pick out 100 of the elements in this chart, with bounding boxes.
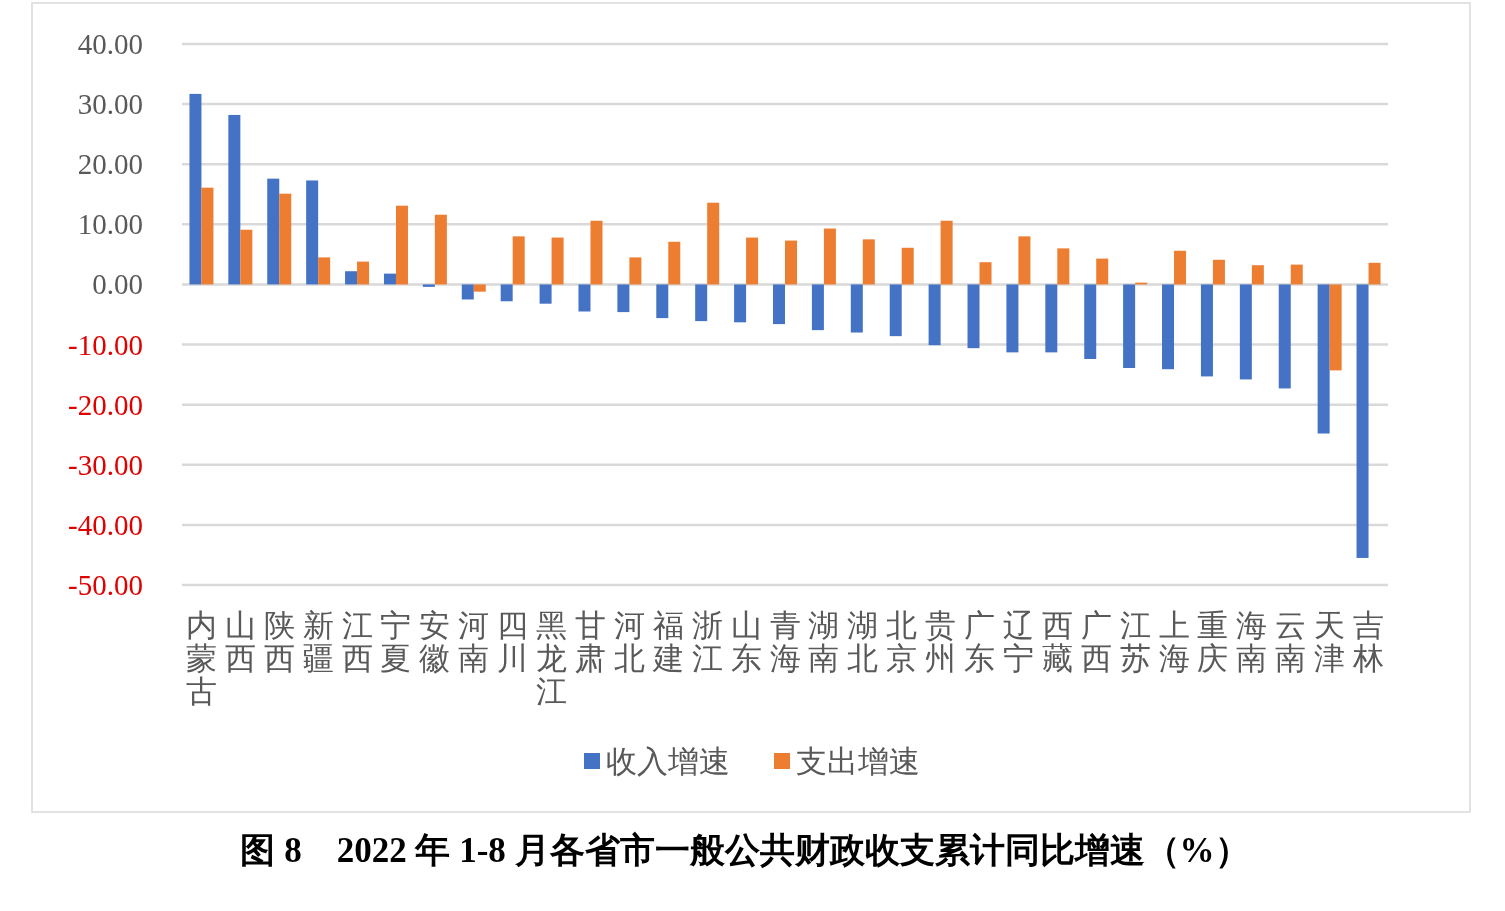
x-tick-label: 山西 <box>224 608 256 676</box>
x-tick-label: 江西 <box>341 608 373 676</box>
x-tick-label: 浙江 <box>691 608 723 676</box>
x-tick-label: 贵州 <box>925 608 957 676</box>
x-tick-label: 福建 <box>651 608 684 676</box>
bar <box>539 284 552 304</box>
bar <box>1368 262 1381 285</box>
bar <box>928 284 941 346</box>
bar <box>862 239 875 285</box>
x-tick-label: 黑龙江 <box>536 608 568 709</box>
bar <box>345 271 358 285</box>
text: 图 8 2022 年 1-8 月各省市一般公共财政收支累计同比增速（%） <box>240 831 1250 870</box>
bar <box>267 178 280 285</box>
bar <box>1290 264 1303 285</box>
bar <box>1096 258 1109 285</box>
bar <box>590 220 603 285</box>
bar <box>1018 236 1031 285</box>
x-tick-label: 四川 <box>497 608 529 676</box>
bar <box>318 257 331 285</box>
x-tick-label: 河北 <box>613 608 645 676</box>
bar <box>1317 284 1330 434</box>
x-tick-label: 河南 <box>458 608 490 676</box>
x-tick-label: 内蒙古 <box>185 608 217 709</box>
bar <box>746 237 759 285</box>
y-tick-label: -10.00 <box>68 328 143 361</box>
bar <box>1329 284 1342 371</box>
y-tick-label: -30.00 <box>68 448 143 481</box>
bar <box>201 187 214 285</box>
legend-label: 支出增速 <box>796 744 920 779</box>
x-tick-label: 广东 <box>964 608 996 676</box>
y-tick-label: 10.00 <box>77 208 143 241</box>
x-tick-label: 陕西 <box>263 608 295 676</box>
y-tick-label: 30.00 <box>77 88 143 121</box>
x-tick-label: 吉林 <box>1352 608 1385 676</box>
bar <box>773 284 785 325</box>
x-tick-label: 天津 <box>1314 608 1346 676</box>
bar <box>1084 284 1097 359</box>
bar <box>1212 259 1225 285</box>
bar <box>1278 284 1291 389</box>
x-tick-label: 西藏 <box>1041 608 1073 676</box>
bar <box>306 180 319 285</box>
bar <box>512 236 525 285</box>
bar <box>383 273 396 285</box>
y-tick-label: -50.00 <box>68 569 143 601</box>
y-tick-label: 20.00 <box>77 148 143 181</box>
x-tick-label: 上海 <box>1158 608 1190 676</box>
bar <box>967 284 980 349</box>
y-tick-label: -40.00 <box>68 508 143 541</box>
bar <box>473 284 486 292</box>
bar <box>734 284 747 323</box>
bar <box>1006 284 1019 353</box>
x-tick-label: 湖南 <box>808 608 840 676</box>
x-tick-label: 云南 <box>1275 608 1307 676</box>
bar <box>1251 265 1264 285</box>
x-tick-label: 新疆 <box>302 608 334 676</box>
bar <box>434 214 447 285</box>
bar <box>1045 284 1058 353</box>
x-tick-label: 山东 <box>730 608 762 676</box>
bar <box>1200 284 1213 377</box>
x-tick-label: 湖北 <box>847 608 879 676</box>
bar <box>279 193 292 285</box>
x-tick-label: 北京 <box>886 608 918 676</box>
x-tick-label: 海南 <box>1236 608 1268 676</box>
bar <box>551 237 564 285</box>
bar <box>811 284 824 331</box>
bar <box>656 284 669 319</box>
bar <box>357 261 370 285</box>
bar <box>1356 284 1369 558</box>
bar <box>695 284 708 322</box>
bar <box>1162 284 1175 370</box>
bar <box>889 284 902 337</box>
x-tick-label: 广西 <box>1080 608 1112 676</box>
bar <box>617 284 630 313</box>
bar <box>228 114 241 285</box>
x-tick-label: 安徽 <box>419 608 451 676</box>
y-tick-label: 0.00 <box>92 268 143 301</box>
y-tick-label: -20.00 <box>68 388 143 421</box>
bar <box>578 284 591 312</box>
y-tick-label: 40.00 <box>77 28 143 60</box>
bar <box>1239 284 1252 380</box>
bar <box>1174 250 1187 285</box>
x-tick-label: 辽宁 <box>1002 608 1034 676</box>
x-tick-label: 重庆 <box>1197 608 1229 676</box>
bar <box>823 228 836 285</box>
bar <box>189 93 202 285</box>
bar <box>979 262 992 285</box>
bar <box>1057 248 1070 285</box>
x-tick-label: 甘肃 <box>574 608 606 676</box>
bar <box>901 247 914 285</box>
bar <box>461 284 474 300</box>
bar <box>785 240 797 285</box>
bar <box>940 220 953 285</box>
bar <box>422 284 435 287</box>
bar <box>1123 284 1136 368</box>
bar <box>850 284 863 333</box>
bar <box>500 284 513 302</box>
bar <box>707 202 720 285</box>
bar <box>668 241 681 285</box>
bar <box>629 257 642 285</box>
x-tick-label: 宁夏 <box>380 608 412 676</box>
